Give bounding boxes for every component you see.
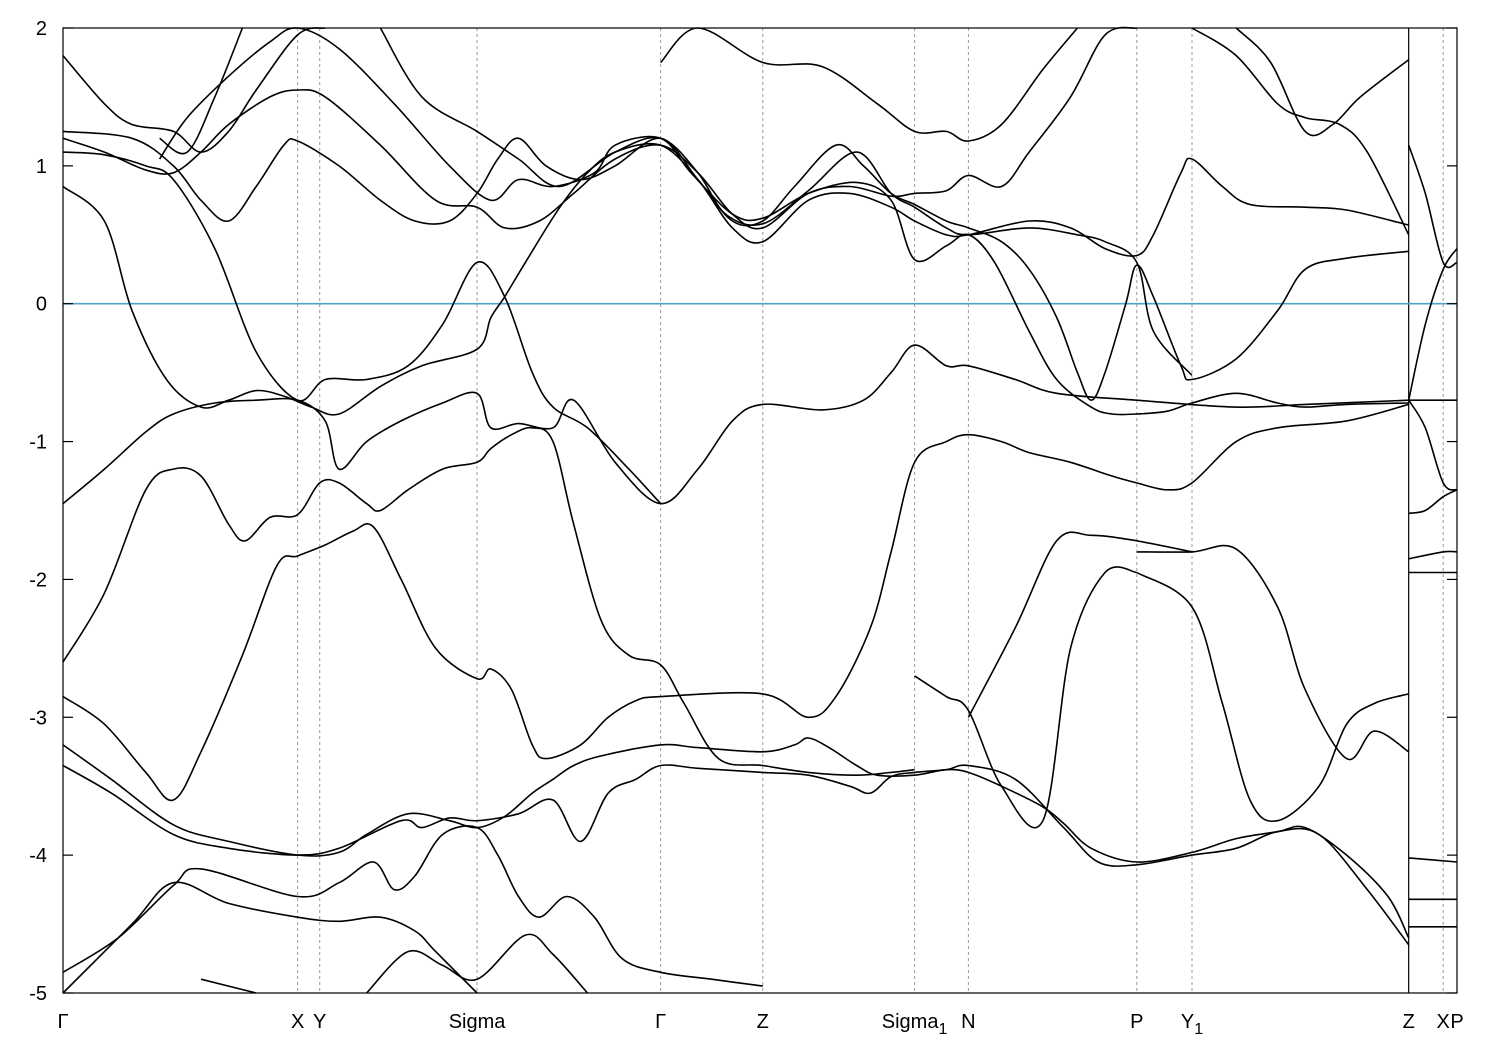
band-line [62,825,763,987]
x-tick-label: Y [313,1011,326,1033]
band-line [914,566,1137,829]
band-line [62,764,1410,946]
band-line [1407,144,1458,269]
band-line [62,151,662,505]
x-tick-label: Γ [655,1011,666,1033]
x-axis-ticks: Γ X Y Sigma Γ Z Sigma1 N P Y1 Z X P [57,1011,1463,1038]
band-line [1408,399,1458,491]
x-tick-label: Z [757,1011,769,1033]
band-line [1408,550,1458,560]
band-line [1408,857,1458,863]
band-line [62,26,1137,230]
band-line [200,978,257,994]
band-line [62,426,915,776]
x-tick-label: Γ [57,1011,68,1033]
band-line [62,344,1409,505]
band-line [1191,27,1410,236]
band-lines [62,26,1458,994]
x-tick-label: N [961,1011,975,1033]
y-tick-label: -2 [29,569,47,591]
band-line [1235,27,1410,137]
band-line [1408,489,1458,515]
band-line [158,27,1409,416]
band-line [62,737,1410,939]
y-tick-label: -4 [29,845,47,867]
band-line [366,933,589,994]
band-line [62,142,1409,416]
y-tick-label: -1 [29,432,47,454]
band-line [62,130,1409,401]
band-line [660,27,1079,142]
y-tick-label: -3 [29,707,47,729]
band-line [62,403,1409,802]
band-line [62,881,478,994]
y-tick-label: -5 [29,983,47,1005]
band-line [1136,571,1409,823]
y-tick-label: 1 [36,156,47,178]
band-line [159,27,244,155]
x-tick-label: P [1450,1011,1463,1033]
band-line [379,27,1193,376]
x-tick-label: Sigma [449,1011,507,1033]
x-tick-label: Y1 [1181,1011,1203,1038]
x-tick-label: X [1437,1011,1450,1033]
band-line [967,531,1193,718]
band-line [1407,248,1458,401]
x-tick-label: P [1130,1011,1143,1033]
band-line [1136,544,1410,761]
x-tick-label: X [291,1011,304,1033]
kpoint-grid [297,28,1444,993]
band-line [62,27,326,153]
y-axis-ticks: 2 1 0 -1 -2 -3 -4 -5 [29,18,1457,1005]
y-tick-label: 2 [36,18,47,40]
x-tick-label: Sigma1 [882,1011,948,1038]
plot-frame [62,27,1458,994]
y-tick-label: 0 [36,294,47,316]
x-tick-label: Z [1403,1011,1415,1033]
